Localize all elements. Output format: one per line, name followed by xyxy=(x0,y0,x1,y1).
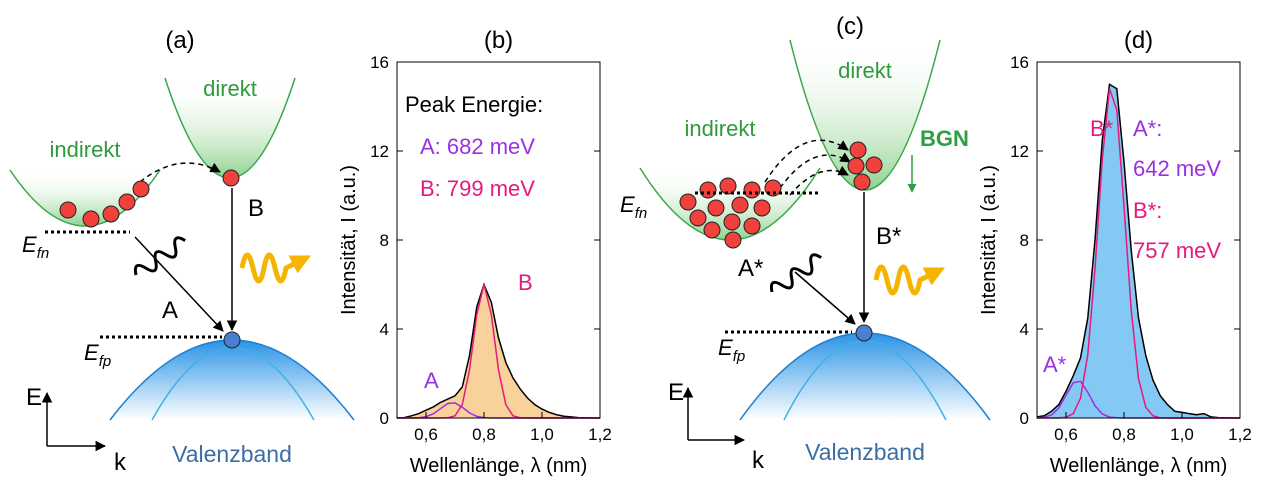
hole xyxy=(223,331,241,349)
photon xyxy=(239,252,311,284)
annotation: 757 meV xyxy=(1133,238,1221,263)
transfer-arrows xyxy=(764,139,851,196)
series-label: B* xyxy=(1090,116,1114,141)
series-label: A xyxy=(424,368,439,393)
y-tick-label: 0 xyxy=(1020,409,1029,428)
transition-arrow xyxy=(794,271,856,325)
y-tick-label: 8 xyxy=(380,231,389,250)
x-tick-label: 0,8 xyxy=(1112,425,1136,444)
x-tick-label: 1,0 xyxy=(530,425,554,444)
y-tick-label: 16 xyxy=(1010,53,1029,72)
transition-label: A xyxy=(162,297,178,324)
x-tick-label: 0,6 xyxy=(414,425,438,444)
area xyxy=(397,284,600,418)
transition-label: B* xyxy=(876,223,901,250)
chart-title: (b) xyxy=(484,27,513,54)
diagram-c: (c) direkt indirekt Efn BGN Efp B* A* xyxy=(620,13,991,474)
x-tick-label: 1,2 xyxy=(588,425,612,444)
x-tick-label: 0,6 xyxy=(1054,425,1078,444)
photon xyxy=(133,236,186,276)
panel-label: (a) xyxy=(165,27,194,54)
annotation: B*: xyxy=(1133,198,1162,223)
transition-label: B xyxy=(248,195,264,222)
photon xyxy=(873,264,945,296)
annotation: 642 meV xyxy=(1133,156,1221,181)
x-tick-label: 1,0 xyxy=(1170,425,1194,444)
panel-label: (c) xyxy=(836,13,864,40)
chart: A* B* 0 4 8 12 16 0,6 0,8 1,0 1,2 (d) Wellenlänge, λ… xyxy=(978,27,1252,477)
band-label: Valenzband xyxy=(805,439,925,465)
annotation: B: 799 meV xyxy=(420,176,535,201)
electrons xyxy=(679,141,883,249)
chart: A B 0 4 8 12 16 0,6 0,8 1,0 1,2 (b) Wellenlänge, λ (… xyxy=(338,27,612,477)
band-label: direkt xyxy=(838,58,892,83)
x-axis-label: Wellenlänge, λ (nm) xyxy=(410,455,587,477)
annotation: A*: xyxy=(1133,116,1162,141)
band-label: direkt xyxy=(203,76,257,101)
axis-label: E xyxy=(668,379,684,406)
y-axis-label: Intensität, I (a.u.) xyxy=(338,165,360,315)
annotation: A: 682 meV xyxy=(420,134,535,159)
line xyxy=(396,282,600,419)
line xyxy=(1036,83,1240,419)
photon xyxy=(769,253,822,293)
band-label: indirekt xyxy=(50,137,121,162)
axis-label: k xyxy=(752,447,765,474)
y-tick-label: 12 xyxy=(370,142,389,161)
series-label: B xyxy=(518,270,533,295)
direct-band xyxy=(789,39,941,191)
fermi-label: Efn xyxy=(620,192,647,222)
transition-arrow xyxy=(134,236,224,332)
y-tick-label: 4 xyxy=(1020,320,1029,339)
y-tick-label: 4 xyxy=(380,320,389,339)
bgn-label: BGN xyxy=(920,126,969,151)
band-label: Valenzband xyxy=(172,441,292,467)
axis-label: k xyxy=(114,449,127,476)
y-tick-label: 12 xyxy=(1010,142,1029,161)
hole xyxy=(855,324,873,342)
axis-label: E xyxy=(26,384,42,411)
chart-title: (d) xyxy=(1124,27,1153,54)
diagram-a: (a) direkt indirekt Efn Efp B A E k Vale… xyxy=(9,27,355,476)
transfer-arrow xyxy=(139,162,221,183)
x-tick-label: 1,2 xyxy=(1228,425,1252,444)
y-tick-label: 0 xyxy=(380,409,389,428)
transition-label: A* xyxy=(738,255,763,282)
y-axis-label: Intensität, I (a.u.) xyxy=(978,165,1000,315)
annotation: Peak Energie: xyxy=(405,92,543,117)
y-tick-label: 8 xyxy=(1020,231,1029,250)
fermi-label: Efp xyxy=(84,340,111,370)
x-axis-label: Wellenlänge, λ (nm) xyxy=(1050,455,1227,477)
series-label: A* xyxy=(1043,352,1067,377)
fermi-label: Efp xyxy=(718,335,745,365)
fermi-label: Efn xyxy=(22,232,49,262)
electrons xyxy=(59,169,240,228)
x-tick-label: 0,8 xyxy=(472,425,496,444)
band-label: indirekt xyxy=(685,116,756,141)
area xyxy=(1037,84,1240,419)
y-tick-label: 16 xyxy=(370,53,389,72)
